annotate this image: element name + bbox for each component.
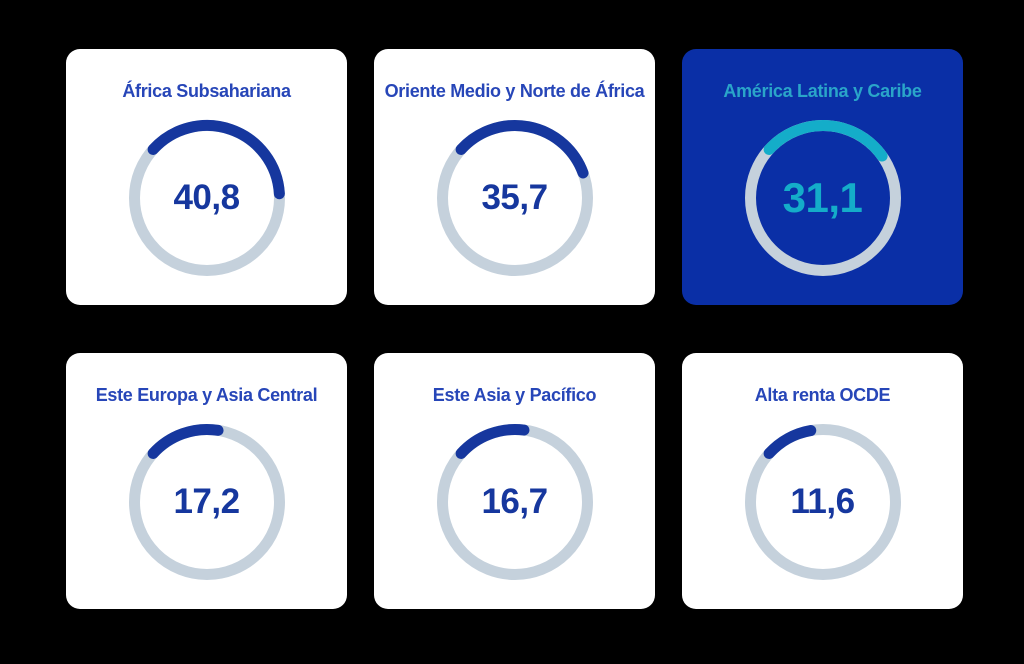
cards-grid: África Subsahariana 40,8 Oriente Medio y… (66, 49, 963, 609)
region-value: 16,7 (481, 482, 548, 521)
region-title: Este Asia y Pacífico (432, 385, 597, 405)
region-title: Alta renta OCDE (754, 385, 891, 405)
donut-value-arc (147, 424, 224, 459)
region-title: América Latina y Caribe (723, 81, 922, 101)
donut-chart: 17,2 (127, 422, 287, 582)
donut-svg (744, 424, 901, 580)
region-card-5[interactable]: Este Asia y Pacífico 16,7 (374, 353, 655, 609)
region-card-2[interactable]: Oriente Medio y Norte de África 35,7 (374, 49, 655, 305)
donut-value-arc (763, 425, 816, 459)
donut-value-arc (455, 424, 529, 459)
region-card-4[interactable]: Este Europa y Asia Central 17,2 (66, 353, 347, 609)
donut-svg (744, 120, 901, 276)
donut-value-arc (147, 120, 285, 200)
region-card-6[interactable]: Alta renta OCDE 11,6 (682, 353, 963, 609)
region-title: Este Europa y Asia Central (95, 385, 318, 405)
donut-svg (436, 120, 593, 276)
region-value: 17,2 (173, 482, 240, 521)
donut-svg (128, 424, 285, 580)
region-value: 40,8 (173, 178, 240, 217)
region-card-3[interactable]: América Latina y Caribe 31,1 (682, 49, 963, 305)
donut-svg (436, 424, 593, 580)
donut-svg (128, 120, 285, 276)
donut-value-arc (763, 120, 888, 162)
region-value: 35,7 (481, 178, 548, 217)
region-value: 31,1 (782, 174, 863, 221)
region-card-1[interactable]: África Subsahariana 40,8 (66, 49, 347, 305)
donut-chart: 11,6 (743, 422, 903, 582)
donut-chart: 16,7 (435, 422, 595, 582)
region-title: África Subsahariana (122, 81, 291, 101)
donut-chart: 40,8 (127, 118, 287, 278)
region-title: Oriente Medio y Norte de África (384, 81, 645, 101)
donut-chart: 31,1 (743, 118, 903, 278)
donut-chart: 35,7 (435, 118, 595, 278)
region-value: 11,6 (790, 482, 855, 521)
donut-value-arc (455, 120, 589, 179)
donut-track-ring (744, 424, 901, 580)
